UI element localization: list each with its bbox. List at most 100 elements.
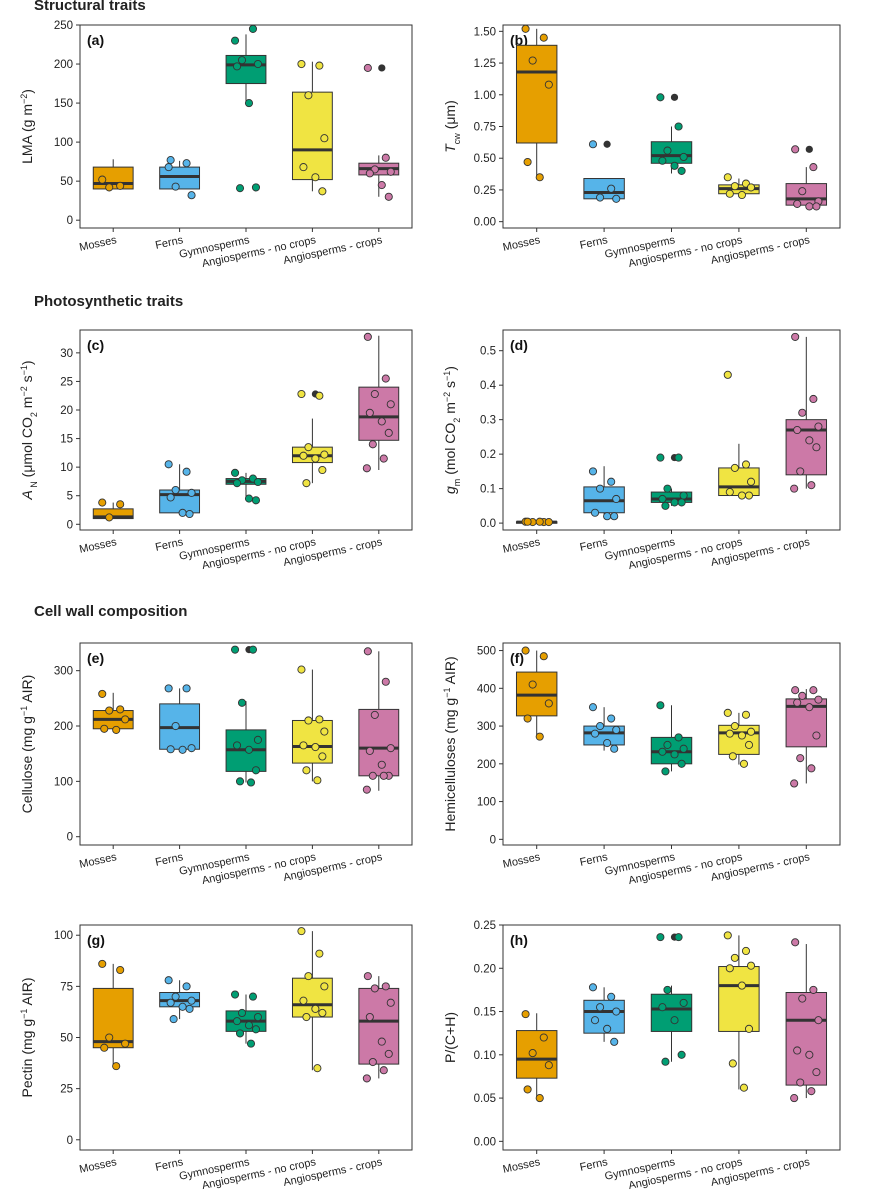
data-point: [679, 998, 688, 1007]
data-point: [164, 976, 173, 985]
data-point: [730, 463, 739, 472]
panel-g: 0 25 50 75 100 (g) Pectin (mg g−1 AIR) Mosses Fe…: [19, 924, 413, 1192]
x-category-label: Mosses: [78, 1156, 118, 1176]
data-point: [544, 80, 553, 89]
data-point: [299, 741, 308, 750]
data-point: [311, 454, 320, 463]
data-point: [182, 684, 191, 693]
data-point: [235, 184, 245, 193]
data-point: [166, 745, 175, 754]
data-point: [603, 1024, 612, 1033]
data-point: [790, 779, 799, 788]
data-point: [251, 183, 261, 192]
data-point: [596, 722, 605, 731]
data-point: [539, 652, 548, 661]
data-point: [116, 500, 125, 509]
data-point: [230, 990, 240, 999]
data-point: [368, 440, 377, 449]
data-point: [544, 518, 553, 527]
data-point: [814, 1016, 823, 1025]
y-axis-label: A N (μmol CO2 m−2 s−1): [19, 360, 39, 500]
data-point: [670, 1016, 679, 1025]
data-point: [304, 443, 313, 452]
box-angiosperms-no-crops: [291, 59, 333, 196]
y-tick-label: 10: [60, 462, 73, 474]
data-point: [737, 491, 746, 500]
data-point: [365, 1012, 374, 1022]
data-point: [814, 422, 823, 431]
data-point: [187, 996, 196, 1005]
data-point: [313, 1064, 322, 1073]
x-category-label: Ferns: [154, 234, 184, 252]
data-point: [677, 1050, 686, 1059]
data-point: [674, 933, 683, 942]
data-point: [237, 1008, 247, 1018]
data-point: [185, 509, 194, 519]
data-point: [311, 742, 320, 752]
data-point: [535, 1094, 544, 1103]
x-category-label: Ferns: [579, 536, 609, 554]
data-point: [320, 134, 329, 143]
y-axis-label: Pectin (mg g−1 AIR): [19, 978, 35, 1098]
x-category-label: Ferns: [579, 234, 609, 252]
data-point: [805, 436, 814, 445]
data-point: [670, 161, 679, 170]
panel-label: (f): [510, 650, 524, 666]
data-point: [658, 494, 667, 504]
box-angiosperms-no-crops: [718, 173, 760, 200]
y-tick-label: 0.00: [474, 217, 496, 229]
data-point: [302, 1012, 311, 1022]
data-point: [377, 417, 386, 426]
data-point: [539, 33, 548, 42]
box-angiosperms-no-crops: [718, 708, 760, 768]
data-point: [805, 202, 814, 211]
box-gymnosperms: [225, 24, 267, 193]
data-point: [379, 771, 388, 780]
data-point: [523, 517, 532, 526]
data-point: [105, 183, 114, 192]
data-point: [809, 394, 818, 404]
x-category-label: Mosses: [502, 1156, 542, 1176]
data-point: [320, 450, 329, 459]
data-point: [812, 202, 821, 211]
x-category-label: Mosses: [502, 851, 542, 871]
data-point: [679, 152, 688, 161]
data-point: [661, 767, 670, 776]
data-point: [725, 729, 734, 738]
data-point: [737, 981, 746, 990]
data-point: [590, 729, 600, 738]
data-point: [744, 1024, 754, 1033]
data-point: [251, 766, 261, 775]
data-point: [315, 949, 324, 958]
data-point: [98, 175, 107, 184]
data-point: [302, 766, 311, 775]
data-point: [790, 1094, 799, 1103]
data-point: [812, 731, 821, 740]
data-point: [523, 157, 532, 167]
data-point: [728, 752, 737, 761]
data-point: [253, 1012, 263, 1022]
data-point: [725, 488, 734, 497]
data-point: [677, 759, 686, 768]
data-point: [791, 145, 800, 154]
data-point: [607, 184, 616, 193]
box-angiosperms-crops: [785, 938, 828, 1103]
data-point: [230, 468, 240, 477]
data-point: [656, 93, 665, 102]
data-point: [588, 983, 598, 992]
y-axis-label: Cellulose (mg g−1 AIR): [19, 675, 35, 814]
y-tick-label: 200: [477, 759, 496, 771]
y-tick-label: 0.10: [474, 1050, 496, 1062]
data-point: [302, 479, 311, 488]
box-angiosperms-no-crops: [718, 931, 760, 1092]
data-point: [166, 998, 175, 1007]
y-tick-label: 25: [60, 376, 73, 388]
data-point: [315, 61, 324, 70]
panel-label: (c): [87, 337, 104, 353]
section-title-photosynthetic: Photosynthetic traits: [34, 293, 184, 310]
data-point: [610, 1037, 619, 1046]
data-point: [297, 927, 306, 936]
box-gymnosperms: [650, 453, 693, 510]
data-point: [610, 512, 619, 521]
box-mosses: [92, 498, 134, 522]
